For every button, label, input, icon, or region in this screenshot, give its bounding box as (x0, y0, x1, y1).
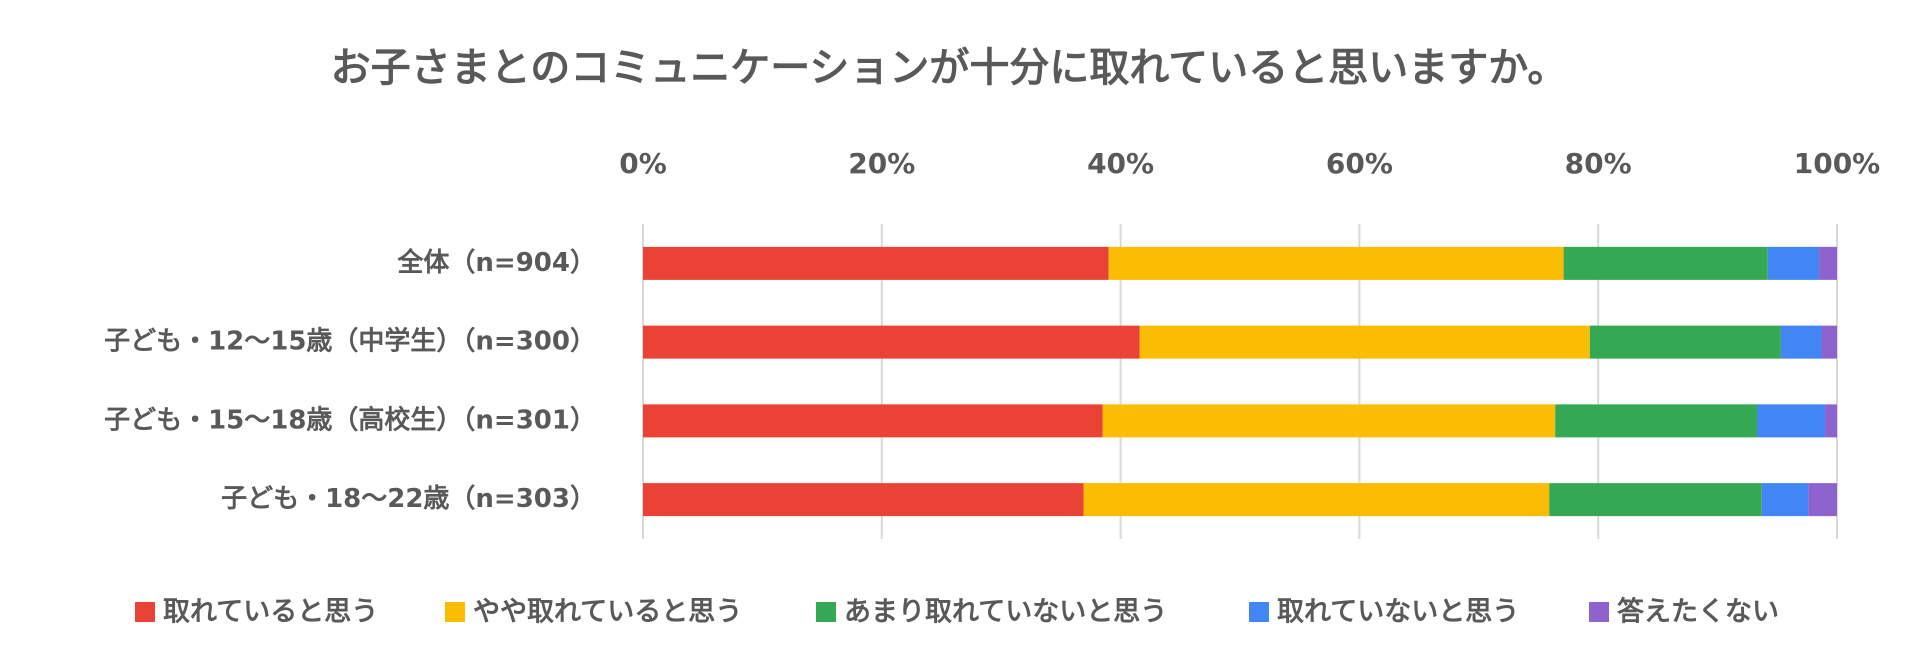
bar-segment (643, 404, 1103, 438)
y-tick-label: 子ども・12〜15歳（中学生）（n=300） (104, 326, 596, 357)
legend-swatch (445, 602, 465, 622)
bar-segment (1757, 404, 1826, 438)
chart-title: お子さまとのコミュニケーションが十分に取れていると思いますか。 (331, 45, 1568, 91)
bar-segment (1761, 483, 1809, 517)
bar-segment (1808, 483, 1837, 517)
x-tick-label: 0% (619, 147, 667, 180)
y-tick-label: 子ども・18〜22歳（n=303） (221, 484, 596, 514)
bar-segment (643, 246, 1109, 280)
bar-segment (1825, 404, 1837, 438)
legend-label: 答えたくない (1617, 596, 1779, 628)
bar-segment (1563, 246, 1768, 280)
legend-swatch (1589, 602, 1609, 622)
legend-swatch (1249, 602, 1269, 622)
x-tick-label: 20% (848, 147, 915, 180)
legend-swatch (816, 602, 836, 622)
bar-segment (1819, 246, 1837, 280)
legend-label: あまり取れていないと思う (844, 597, 1167, 628)
bar-segment (1139, 325, 1590, 359)
legend-label: 取れていないと思う (1277, 597, 1519, 628)
bar-segment (1555, 404, 1758, 438)
bar-segment (1549, 483, 1762, 517)
bar-segment (1589, 325, 1781, 359)
x-tick-label: 60% (1326, 147, 1393, 180)
legend-swatch (135, 602, 155, 622)
bar-segment (1102, 404, 1556, 438)
bar-segment (1767, 246, 1820, 280)
bar-segment (1821, 325, 1837, 359)
bar-segment (643, 325, 1140, 359)
bar-segment (1083, 483, 1550, 517)
x-tick-label: 40% (1087, 147, 1154, 180)
bar-segment (1780, 325, 1822, 359)
bar-segment (643, 483, 1084, 517)
bar-segment (1108, 246, 1564, 280)
x-tick-label: 80% (1565, 147, 1632, 180)
y-tick-label: 全体（n=904） (396, 247, 596, 278)
legend-label: 取れていると思う (163, 597, 378, 628)
x-tick-label: 100% (1794, 147, 1881, 180)
y-tick-label: 子ども・15〜18歳（高校生）（n=301） (104, 404, 596, 435)
legend-label: やや取れていると思う (473, 597, 742, 628)
